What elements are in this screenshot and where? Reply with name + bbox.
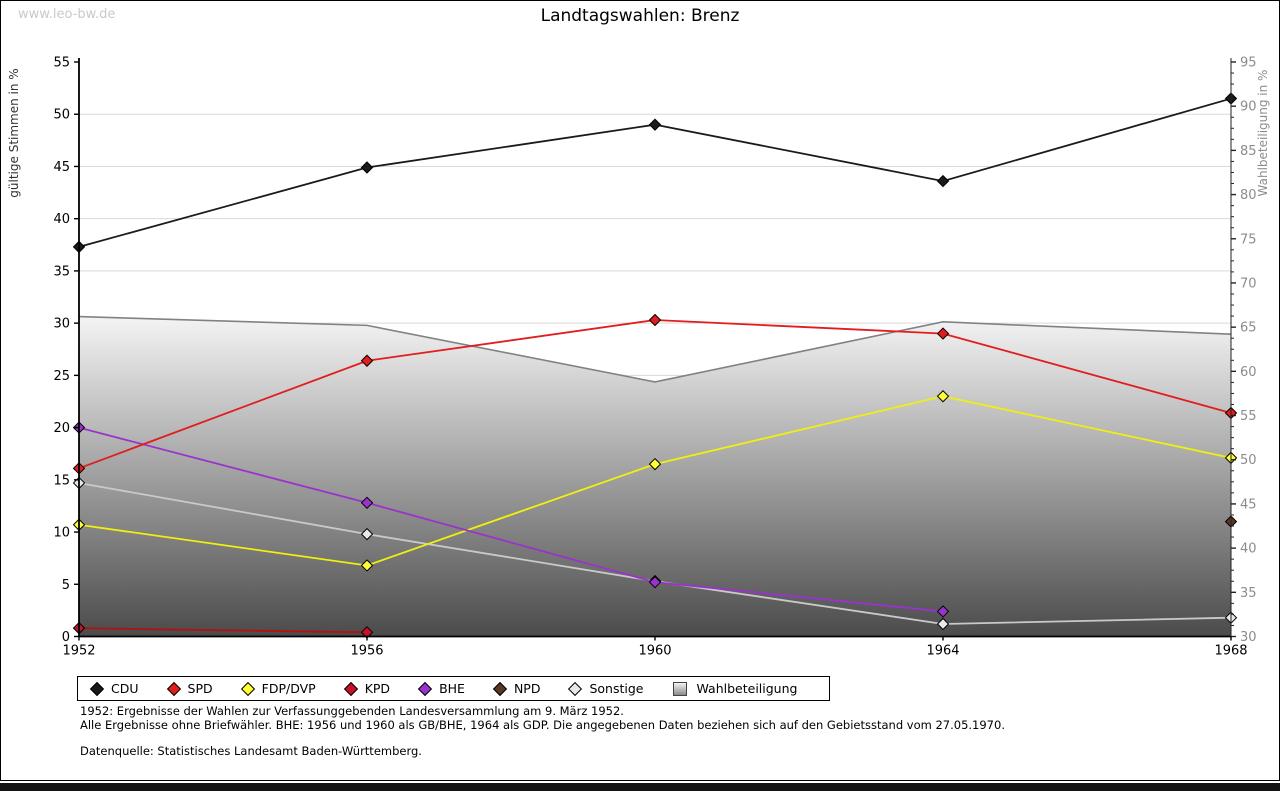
svg-text:50: 50 — [53, 108, 70, 123]
legend-diamond-icon — [89, 681, 105, 696]
svg-text:80: 80 — [1240, 188, 1257, 203]
legend-item-npd: NPD — [492, 681, 541, 696]
legend-label: FDP/DVP — [261, 681, 316, 696]
legend-item-wahlbeteiligung: Wahlbeteiligung — [673, 681, 797, 696]
svg-text:65: 65 — [1240, 321, 1257, 336]
legend-item-bhe: BHE — [417, 681, 465, 696]
legend-item-kpd: KPD — [343, 681, 391, 696]
legend-label: NPD — [513, 681, 541, 696]
svg-text:70: 70 — [1240, 276, 1257, 291]
svg-text:25: 25 — [53, 369, 70, 384]
bottom-edge-bar — [0, 783, 1280, 791]
legend-item-fdp-dvp: FDP/DVP — [240, 681, 316, 696]
svg-text:85: 85 — [1240, 144, 1257, 159]
chart-title: Landtagswahlen: Brenz — [540, 6, 740, 26]
legend-square-icon — [673, 681, 688, 696]
svg-text:1960: 1960 — [638, 644, 671, 659]
election-line-chart: 0 5 10 15 20 25 30 35 40 45 50 55 30 35 40 45 50 55 60 65 70… — [7, 56, 1270, 659]
svg-text:55: 55 — [53, 56, 70, 71]
legend-diamond-icon — [568, 681, 583, 696]
svg-text:1956: 1956 — [350, 644, 383, 659]
svg-text:60: 60 — [1240, 365, 1257, 380]
legend-diamond-icon — [492, 681, 508, 696]
legend-item-sonstige: Sonstige — [568, 681, 644, 696]
svg-text:30: 30 — [53, 317, 70, 332]
legend-diamond-icon — [343, 681, 358, 696]
svg-text:45: 45 — [53, 160, 70, 175]
svg-text:50: 50 — [1240, 453, 1257, 468]
svg-text:20: 20 — [53, 421, 70, 436]
svg-text:10: 10 — [53, 526, 70, 541]
svg-text:gültige Stimmen in %: gültige Stimmen in % — [7, 68, 21, 197]
svg-text:55: 55 — [1240, 409, 1257, 424]
svg-text:1964: 1964 — [926, 644, 959, 659]
svg-text:95: 95 — [1240, 56, 1257, 71]
footnote-source: Datenquelle: Statistisches Landesamt Bad… — [80, 744, 422, 758]
legend-label: CDU — [111, 681, 139, 696]
footnotes: 1952: Ergebnisse der Wahlen zur Verfassu… — [80, 704, 1005, 759]
legend-label: BHE — [439, 681, 465, 696]
svg-text:15: 15 — [53, 473, 70, 488]
svg-text:35: 35 — [53, 264, 70, 279]
svg-text:40: 40 — [53, 212, 70, 227]
legend-diamond-icon — [240, 681, 255, 696]
legend-label: Sonstige — [589, 681, 644, 696]
svg-text:35: 35 — [1240, 586, 1257, 601]
legend-label: KPD — [364, 681, 391, 696]
svg-text:Wahlbeteiligung in %: Wahlbeteiligung in % — [1256, 70, 1270, 197]
svg-text:40: 40 — [1240, 542, 1257, 557]
svg-text:75: 75 — [1240, 232, 1257, 247]
legend-label: SPD — [187, 681, 213, 696]
svg-text:30: 30 — [1240, 630, 1257, 645]
svg-text:5: 5 — [62, 578, 70, 593]
legend-diamond-icon — [166, 681, 181, 696]
legend-label: Wahlbeteiligung — [696, 681, 798, 696]
footnote-line-2: Alle Ergebnisse ohne Briefwähler. BHE: 1… — [80, 717, 1005, 732]
svg-text:1952: 1952 — [62, 644, 95, 659]
watermark: www.leo-bw.de — [18, 7, 116, 22]
svg-text:0: 0 — [62, 630, 70, 645]
chart-legend: CDU SPD FDP/DVP KPD BHE NPD Sonstige Wahlbeteil… — [77, 676, 830, 701]
legend-item-spd: SPD — [166, 681, 213, 696]
svg-text:45: 45 — [1240, 497, 1257, 512]
legend-item-cdu: CDU — [89, 681, 139, 696]
svg-text:1968: 1968 — [1214, 644, 1247, 659]
svg-text:90: 90 — [1240, 100, 1257, 115]
legend-diamond-icon — [417, 681, 433, 696]
footnote-line-1: 1952: Ergebnisse der Wahlen zur Verfassu… — [80, 704, 624, 718]
